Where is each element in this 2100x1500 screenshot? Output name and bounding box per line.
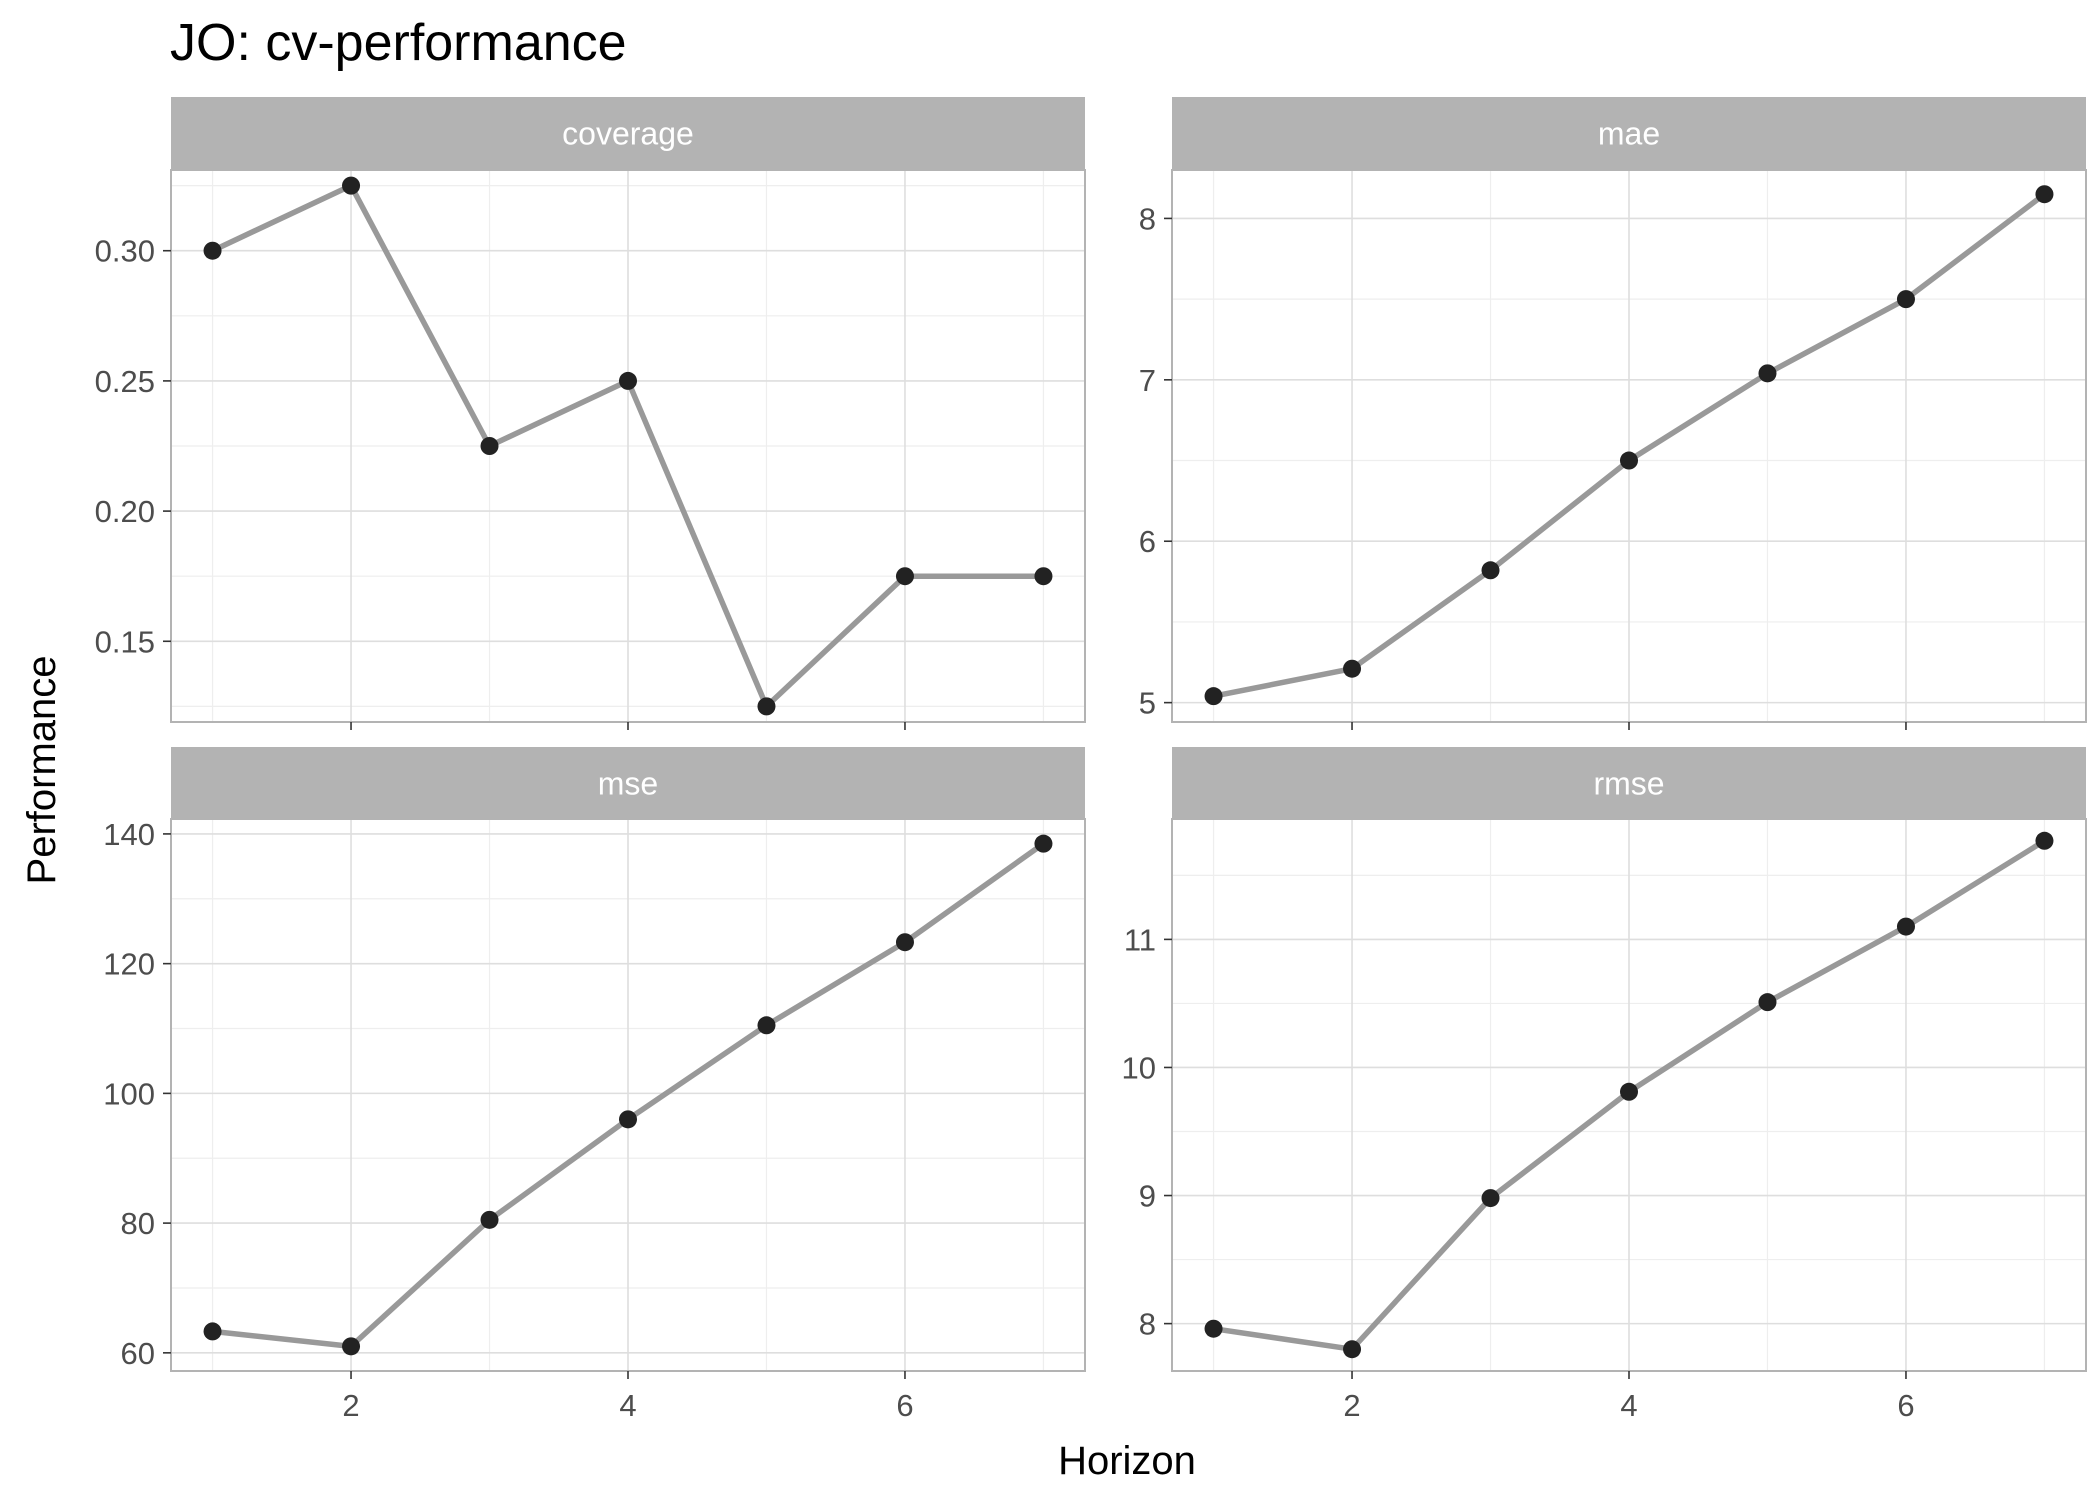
panel-rmse: rmse 8 9 10 11 2 4 6 (1122, 747, 2087, 1423)
x-tick-label: 2 (342, 1388, 359, 1423)
data-point-coverage (342, 176, 361, 195)
data-point-mse (1034, 834, 1053, 853)
x-tick-label: 4 (1620, 1388, 1637, 1423)
y-tick-label: 8 (1139, 201, 1156, 236)
panel-mae: mae 5 6 7 8 (1139, 97, 2087, 730)
data-point-mse (480, 1210, 499, 1229)
strip-label-coverage: coverage (562, 116, 694, 152)
strip-coverage (171, 97, 1085, 170)
data-point-rmse (1896, 917, 1915, 936)
y-tick-label: 80 (121, 1206, 155, 1241)
data-point-coverage (895, 567, 914, 586)
y-axis-title: Performance (20, 656, 64, 885)
y-tick-label: 10 (1122, 1050, 1156, 1085)
y-tick-label: 7 (1139, 363, 1156, 398)
y-tick-label: 60 (121, 1336, 155, 1371)
panel-coverage: coverage 0.15 0.20 0.25 0.30 (95, 97, 1086, 730)
strip-label-mse: mse (598, 766, 658, 802)
y-tick-label: 140 (103, 817, 155, 852)
data-point-rmse (2035, 831, 2054, 850)
data-point-mae (1481, 561, 1500, 580)
x-tick-label: 2 (1343, 1388, 1360, 1423)
data-point-coverage (480, 437, 499, 455)
data-point-rmse (1620, 1082, 1638, 1101)
panel-mse: mse 60 80 100 120 140 2 4 6 (103, 747, 1086, 1423)
strip-label-mae: mae (1598, 116, 1660, 152)
data-point-mse (203, 1322, 222, 1341)
data-point-mae (1758, 364, 1777, 383)
y-tick-label: 0.20 (95, 494, 155, 529)
data-point-mae (1896, 290, 1915, 309)
data-point-coverage (757, 697, 776, 716)
strip-rmse (1172, 747, 2086, 820)
chart-title: JO: cv-performance (170, 14, 627, 72)
strip-mse (171, 747, 1085, 820)
y-tick-label: 100 (103, 1076, 155, 1111)
data-point-mse (895, 933, 914, 952)
y-tick-label: 9 (1139, 1179, 1156, 1214)
y-tick-label: 0.15 (95, 624, 155, 659)
y-tick-label: 8 (1139, 1307, 1156, 1342)
x-tick-label: 6 (896, 1388, 913, 1423)
data-point-mae (2035, 185, 2054, 204)
data-point-mse (342, 1337, 361, 1356)
data-point-rmse (1481, 1189, 1500, 1208)
data-point-coverage (1034, 567, 1053, 586)
y-tick-label: 6 (1139, 524, 1156, 559)
facet-panels: coverage 0.15 0.20 0.25 0.30 mae 5 6 7 8 mse 60 80 10… (95, 97, 2087, 1423)
y-tick-label: 0.25 (95, 364, 155, 399)
data-point-mae (1204, 687, 1223, 706)
y-tick-label: 120 (103, 947, 155, 982)
data-point-mse (619, 1110, 637, 1129)
data-point-rmse (1758, 993, 1777, 1012)
data-point-coverage (619, 371, 637, 390)
y-tick-label: 0.30 (95, 234, 155, 269)
strip-mae (1172, 97, 2086, 170)
strip-label-rmse: rmse (1593, 766, 1664, 802)
y-tick-label: 11 (1124, 922, 1156, 957)
data-point-mae (1343, 659, 1362, 678)
data-point-coverage (203, 241, 222, 260)
y-tick-label: 5 (1139, 686, 1156, 721)
data-point-mse (757, 1016, 776, 1035)
data-point-rmse (1204, 1319, 1223, 1338)
x-axis-title: Horizon (1058, 1439, 1196, 1483)
x-tick-label: 6 (1897, 1388, 1914, 1423)
data-point-mae (1620, 451, 1638, 470)
data-point-rmse (1343, 1340, 1362, 1359)
x-tick-label: 4 (619, 1388, 636, 1423)
